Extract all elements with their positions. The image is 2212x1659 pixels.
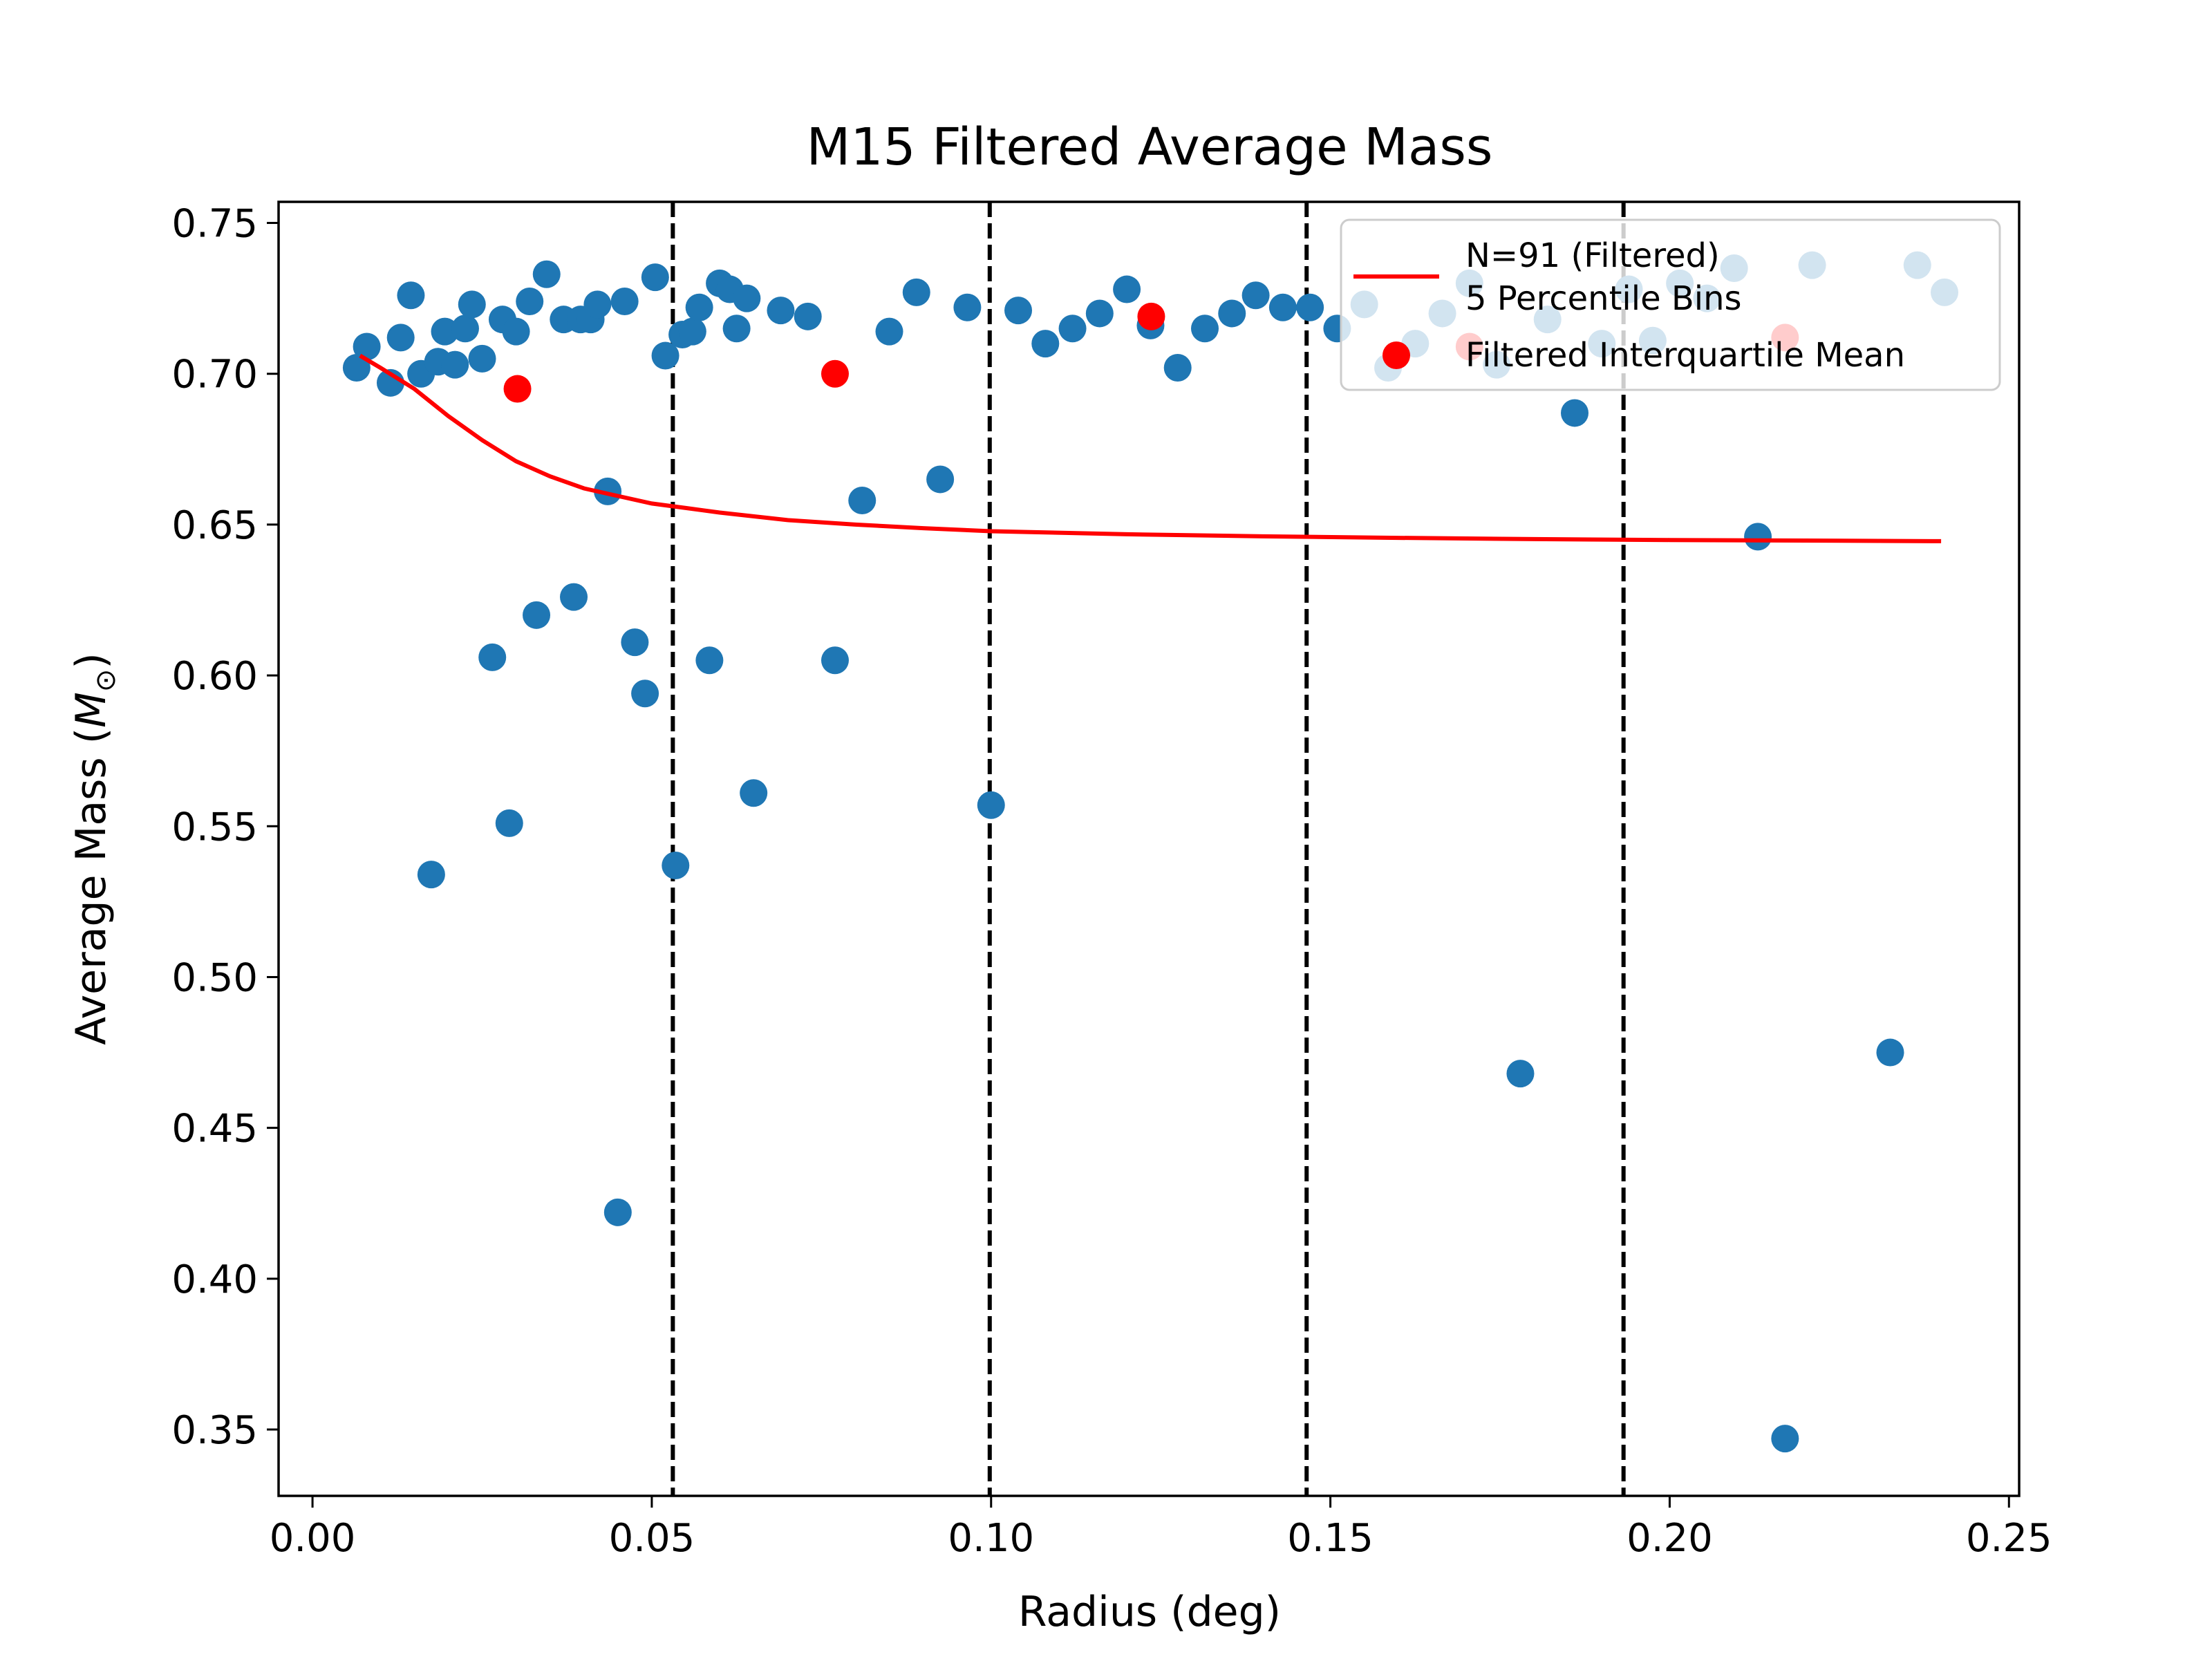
- data-point: [1058, 315, 1087, 343]
- x-axis: 0.00 0.05 0.10 0.15 0.20 0.25: [270, 1496, 2052, 1561]
- data-point: [1296, 293, 1324, 321]
- data-point: [631, 679, 659, 708]
- legend-box: [1340, 218, 2001, 391]
- data-point: [678, 317, 706, 346]
- data-point: [516, 288, 544, 315]
- y-tick-label: 0.40: [171, 1257, 258, 1302]
- data-point: [1190, 315, 1219, 343]
- data-point: [662, 852, 690, 879]
- data-point: [767, 297, 795, 325]
- y-axis-label-text: Average Mass (: [67, 728, 115, 1045]
- bin-mean-point: [1137, 302, 1165, 330]
- legend-line-label-1: N=91 (Filtered): [1465, 236, 1720, 275]
- data-point: [502, 317, 530, 346]
- data-point: [651, 341, 679, 370]
- x-axis-label: Radius (deg): [1018, 1588, 1281, 1636]
- data-point: [583, 290, 612, 319]
- bin-mean-point: [821, 359, 849, 388]
- bin-mean-point: [503, 375, 532, 403]
- y-axis-label-math: M: [67, 692, 115, 728]
- data-point: [1113, 275, 1141, 303]
- data-point: [458, 290, 486, 319]
- data-point: [495, 809, 523, 837]
- x-tick-label: 0.15: [1287, 1516, 1374, 1561]
- y-tick-label: 0.70: [171, 353, 258, 397]
- data-point: [610, 288, 639, 315]
- x-tick-label: 0.20: [1627, 1516, 1713, 1561]
- data-point: [902, 278, 930, 306]
- data-point: [386, 324, 415, 352]
- data-point: [376, 368, 404, 397]
- y-tick-label: 0.65: [171, 503, 258, 548]
- axes-frame: [277, 200, 2021, 1497]
- data-point: [1004, 297, 1033, 325]
- data-point: [977, 791, 1005, 819]
- data-point: [603, 1198, 632, 1226]
- data-point: [1506, 1060, 1535, 1088]
- y-tick-label: 0.50: [171, 955, 258, 1000]
- y-tick-label: 0.75: [171, 202, 258, 247]
- legend-marker-label: Filtered Interquartile Mean: [1465, 336, 1905, 375]
- data-point: [342, 354, 371, 382]
- y-tick-label: 0.45: [171, 1107, 258, 1152]
- data-point: [431, 317, 459, 346]
- x-tick-label: 0.25: [1966, 1516, 2052, 1561]
- y-tick-label: 0.60: [171, 654, 258, 699]
- data-point: [685, 293, 713, 321]
- data-point: [953, 293, 982, 321]
- data-point: [1085, 299, 1114, 328]
- data-point: [1218, 299, 1246, 328]
- data-point: [621, 628, 649, 657]
- data-point: [641, 263, 669, 292]
- y-axis-label-close: ): [67, 653, 115, 668]
- data-point: [722, 315, 751, 343]
- data-point: [451, 315, 479, 343]
- data-point: [794, 302, 822, 330]
- y-axis-label: Average Mass (M⊙): [67, 653, 122, 1045]
- data-point: [468, 344, 496, 373]
- data-point: [441, 350, 469, 379]
- data-point: [926, 465, 955, 494]
- data-point: [1241, 281, 1270, 310]
- data-point: [848, 487, 877, 514]
- data-point: [560, 583, 588, 611]
- data-point: [417, 861, 445, 889]
- data-point: [1876, 1038, 1904, 1067]
- x-tick-label: 0.00: [270, 1516, 356, 1561]
- data-point: [523, 601, 551, 629]
- data-point: [353, 332, 381, 361]
- data-point: [1163, 354, 1192, 382]
- data-point: [1031, 330, 1060, 358]
- data-point: [695, 646, 724, 675]
- data-point: [594, 477, 622, 505]
- legend-line-label-2: 5 Percentile Bins: [1465, 279, 1742, 318]
- legend: N=91 (Filtered) 5 Percentile Bins Filter…: [1340, 218, 2001, 391]
- chart-title: M15 Filtered Average Mass: [807, 118, 1493, 177]
- x-tick-label: 0.10: [948, 1516, 1034, 1561]
- y-tick-label: 0.35: [171, 1408, 258, 1453]
- legend-marker-swatch: [1382, 341, 1410, 369]
- data-point: [397, 281, 425, 310]
- data-point: [1561, 399, 1589, 427]
- data-point: [1771, 1425, 1799, 1453]
- y-axis: 0.35 0.40 0.45 0.50 0.55 0.60 0.65 0.70 0.75: [171, 202, 279, 1453]
- y-tick-label: 0.55: [171, 805, 258, 850]
- data-point: [1268, 293, 1297, 321]
- x-tick-label: 0.05: [609, 1516, 695, 1561]
- data-point: [875, 317, 903, 346]
- data-point: [1744, 523, 1772, 551]
- data-point: [478, 643, 507, 671]
- y-axis-label-subscript: ⊙: [90, 669, 122, 693]
- fit-line: [359, 353, 1942, 543]
- data-point: [733, 284, 761, 312]
- data-point: [740, 779, 768, 807]
- data-point: [821, 646, 849, 675]
- data-point: [532, 260, 561, 288]
